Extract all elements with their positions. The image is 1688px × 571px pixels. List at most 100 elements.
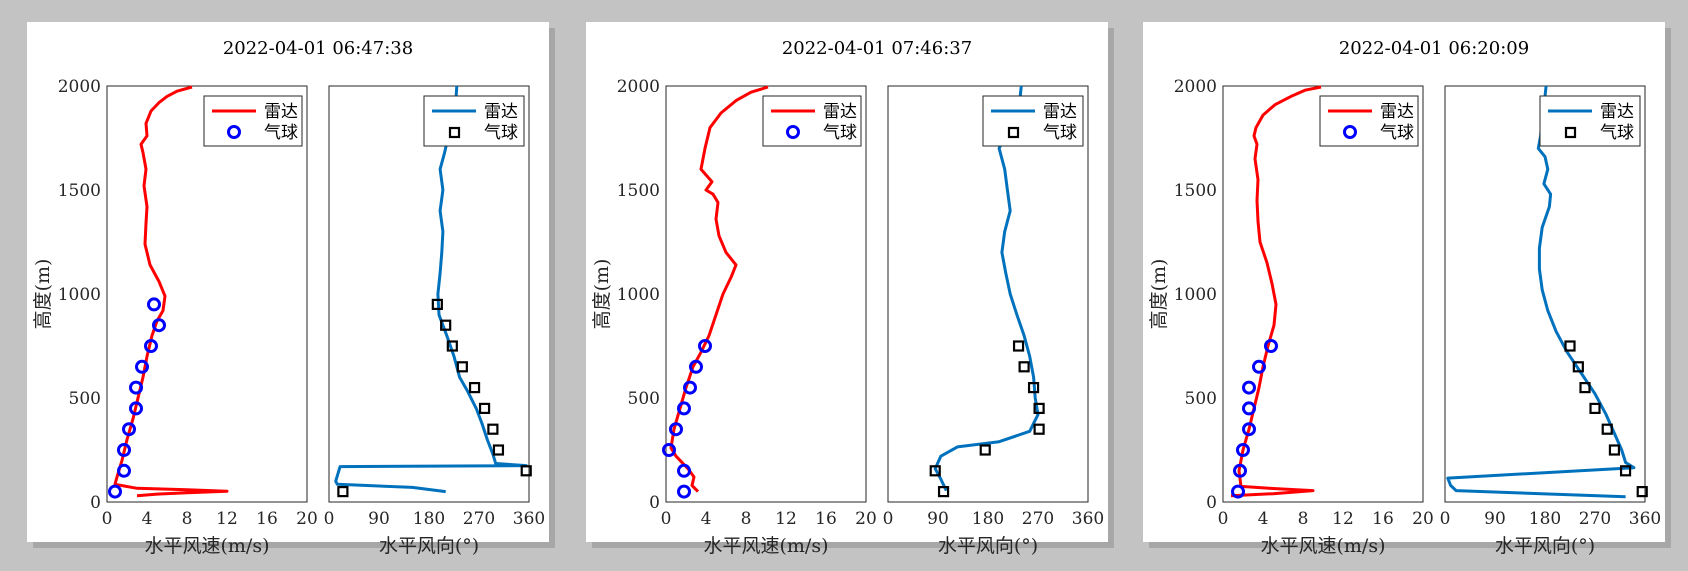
balloon-marker — [1252, 359, 1266, 374]
x-tick-label: 4 — [701, 509, 712, 529]
balloon-marker — [1233, 463, 1247, 478]
legend-frame — [203, 95, 303, 147]
balloon-marker — [1236, 443, 1250, 457]
legend-balloon-label: 气球 — [1043, 123, 1077, 143]
balloon-marker — [1242, 401, 1256, 416]
balloon-marker — [478, 402, 491, 414]
balloon-marker — [456, 361, 468, 373]
balloon-marker — [431, 298, 443, 310]
x-tick-label: 12 — [1332, 509, 1354, 529]
balloon-marker — [1564, 340, 1576, 352]
x-tick-label: 4 — [142, 509, 153, 529]
balloon-marker — [1264, 339, 1278, 353]
chart-title: 2022-04-01 06:47:38 — [223, 38, 413, 59]
balloon-marker — [683, 380, 697, 395]
balloon-marker — [1012, 340, 1025, 352]
legend-radar-label: 雷达 — [1600, 102, 1634, 122]
y-tick-label: 1500 — [1174, 181, 1217, 201]
balloon-marker — [337, 486, 349, 498]
x-tick-label: 12 — [775, 509, 797, 529]
balloon-marker — [446, 340, 458, 352]
balloon-marker — [1242, 422, 1256, 437]
balloon-marker — [1033, 402, 1045, 414]
x-tick-label: 12 — [216, 509, 238, 529]
balloon-marker — [122, 422, 136, 437]
radar-series-line — [669, 85, 769, 493]
y-tick-label: 1500 — [58, 181, 101, 201]
x-tick-label: 4 — [1258, 509, 1269, 529]
legend-radar-label: 雷达 — [1043, 102, 1077, 122]
balloon-marker — [689, 359, 703, 374]
x-tick-label: 0 — [1218, 509, 1229, 529]
y-tick-label: 500 — [69, 389, 101, 409]
x-tick-label: 0 — [661, 509, 672, 529]
axes-frame — [328, 85, 530, 503]
balloon-marker — [108, 484, 122, 499]
x-tick-label: 90 — [368, 509, 390, 529]
x-tick-label: 180 — [413, 509, 445, 529]
x-tick-label: 0 — [883, 509, 894, 529]
x-tick-label: 180 — [972, 509, 1004, 529]
balloon-marker — [677, 484, 691, 499]
balloon-marker — [492, 444, 505, 456]
y-tick-label: 1000 — [1174, 285, 1217, 305]
x-tick-label: 20 — [296, 509, 318, 529]
balloon-marker — [468, 382, 481, 394]
x-tick-label: 8 — [741, 509, 752, 529]
y-tick-label: 0 — [1206, 493, 1217, 513]
balloon-marker — [979, 444, 991, 456]
legend-frame — [423, 95, 525, 147]
x-tick-label: 90 — [1484, 509, 1506, 529]
axes-frame — [665, 85, 867, 503]
balloon-marker — [1018, 361, 1030, 373]
balloon-marker — [440, 319, 452, 331]
x-tick-label: 0 — [1440, 509, 1451, 529]
legend-frame — [1539, 95, 1641, 147]
x-tick-label: 270 — [1022, 509, 1054, 529]
x-tick-label: 0 — [102, 509, 113, 529]
x-tick-label: 360 — [1629, 509, 1661, 529]
legend-radar-label: 雷达 — [1380, 102, 1414, 122]
legend-balloon-label: 气球 — [484, 123, 518, 143]
legend-balloon-swatch — [1564, 126, 1577, 139]
y-tick-label: 500 — [628, 389, 660, 409]
y-axis-label: 高度(m) — [591, 259, 613, 330]
balloon-marker — [937, 486, 950, 498]
balloon-marker — [1608, 444, 1621, 456]
x-tick-label: 360 — [513, 509, 545, 529]
balloon-marker — [929, 465, 941, 477]
x-axis-label: 水平风速(m/s) — [1261, 535, 1386, 557]
balloon-marker — [669, 422, 683, 437]
chart-title: 2022-04-01 06:20:09 — [1339, 38, 1529, 59]
radar-series-line — [334, 85, 528, 494]
x-tick-label: 360 — [1072, 509, 1104, 529]
radar-series-line — [933, 85, 1040, 492]
axes-frame — [1222, 85, 1424, 503]
x-tick-label: 20 — [855, 509, 877, 529]
x-axis-label: 水平风速(m/s) — [145, 535, 270, 557]
legend-balloon-label: 气球 — [264, 123, 298, 143]
balloon-marker — [698, 339, 712, 353]
balloon-marker — [1601, 423, 1613, 435]
radar-series-line — [1446, 85, 1636, 499]
y-tick-label: 1000 — [617, 285, 660, 305]
radar-series-line — [113, 85, 229, 498]
x-tick-label: 90 — [927, 509, 949, 529]
x-tick-label: 8 — [182, 509, 193, 529]
balloon-marker — [129, 380, 143, 395]
legend-radar-label: 雷达 — [264, 102, 298, 122]
balloon-marker — [1619, 465, 1632, 477]
balloon-marker — [487, 423, 499, 435]
figure-panel-3: 2022-04-01 06:20:09 0 4 8 12 16 20 水平风速(m/s) 雷达气… — [1143, 22, 1671, 557]
balloon-marker — [1636, 486, 1648, 498]
x-tick-label: 180 — [1529, 509, 1561, 529]
